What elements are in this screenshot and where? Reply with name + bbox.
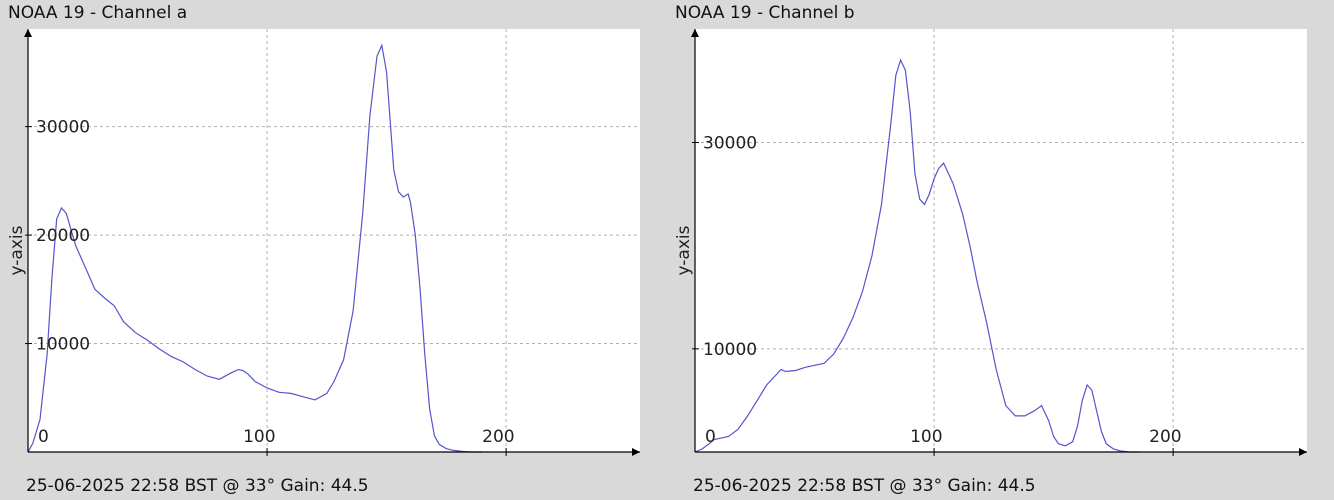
plot-area <box>695 29 1307 452</box>
x-tick-label: 200 <box>1149 427 1181 447</box>
series-line-0 <box>694 58 1140 453</box>
chart-title: NOAA 19 - Channel b <box>675 3 855 23</box>
x-tick-label: 0 <box>705 427 716 447</box>
x-axis-arrow <box>1299 448 1307 456</box>
channel-a-chart: 0 100 200 10000 20000 30000 y-axis <box>7 29 640 456</box>
y-tick-label: 30000 <box>36 118 90 138</box>
x-tick-label: 100 <box>910 427 942 447</box>
y-tick-label: 10000 <box>703 340 757 360</box>
y-axis-arrow <box>691 29 699 37</box>
channel-b-chart: 0 100 200 10000 30000 y-axis <box>674 29 1307 456</box>
timestamp-footer: 25-06-2025 22:58 BST @ 33° Gain: 44.5 <box>26 476 369 496</box>
y-tick-label: 20000 <box>36 226 90 246</box>
y-tick-label: 10000 <box>36 335 90 355</box>
x-tick-label: 0 <box>38 427 49 447</box>
y-axis-arrow <box>24 29 32 37</box>
channel-a-panel: NOAA 19 - Channel a 0 100 200 10000 20000 300… <box>7 3 640 496</box>
x-axis-arrow <box>632 448 640 456</box>
y-axis-label: y-axis <box>674 225 694 275</box>
timestamp-footer: 25-06-2025 22:58 BST @ 33° Gain: 44.5 <box>693 476 1036 496</box>
series-line-0 <box>27 43 483 453</box>
y-tick-label: 30000 <box>703 133 757 153</box>
channel-b-panel: NOAA 19 - Channel b 0 100 200 10000 30000 y-a… <box>667 0 1334 500</box>
plot-area <box>28 29 640 452</box>
chart-title: NOAA 19 - Channel a <box>8 3 188 23</box>
x-tick-label: 200 <box>482 427 514 447</box>
x-tick-label: 100 <box>243 427 275 447</box>
y-axis-label: y-axis <box>7 225 27 275</box>
